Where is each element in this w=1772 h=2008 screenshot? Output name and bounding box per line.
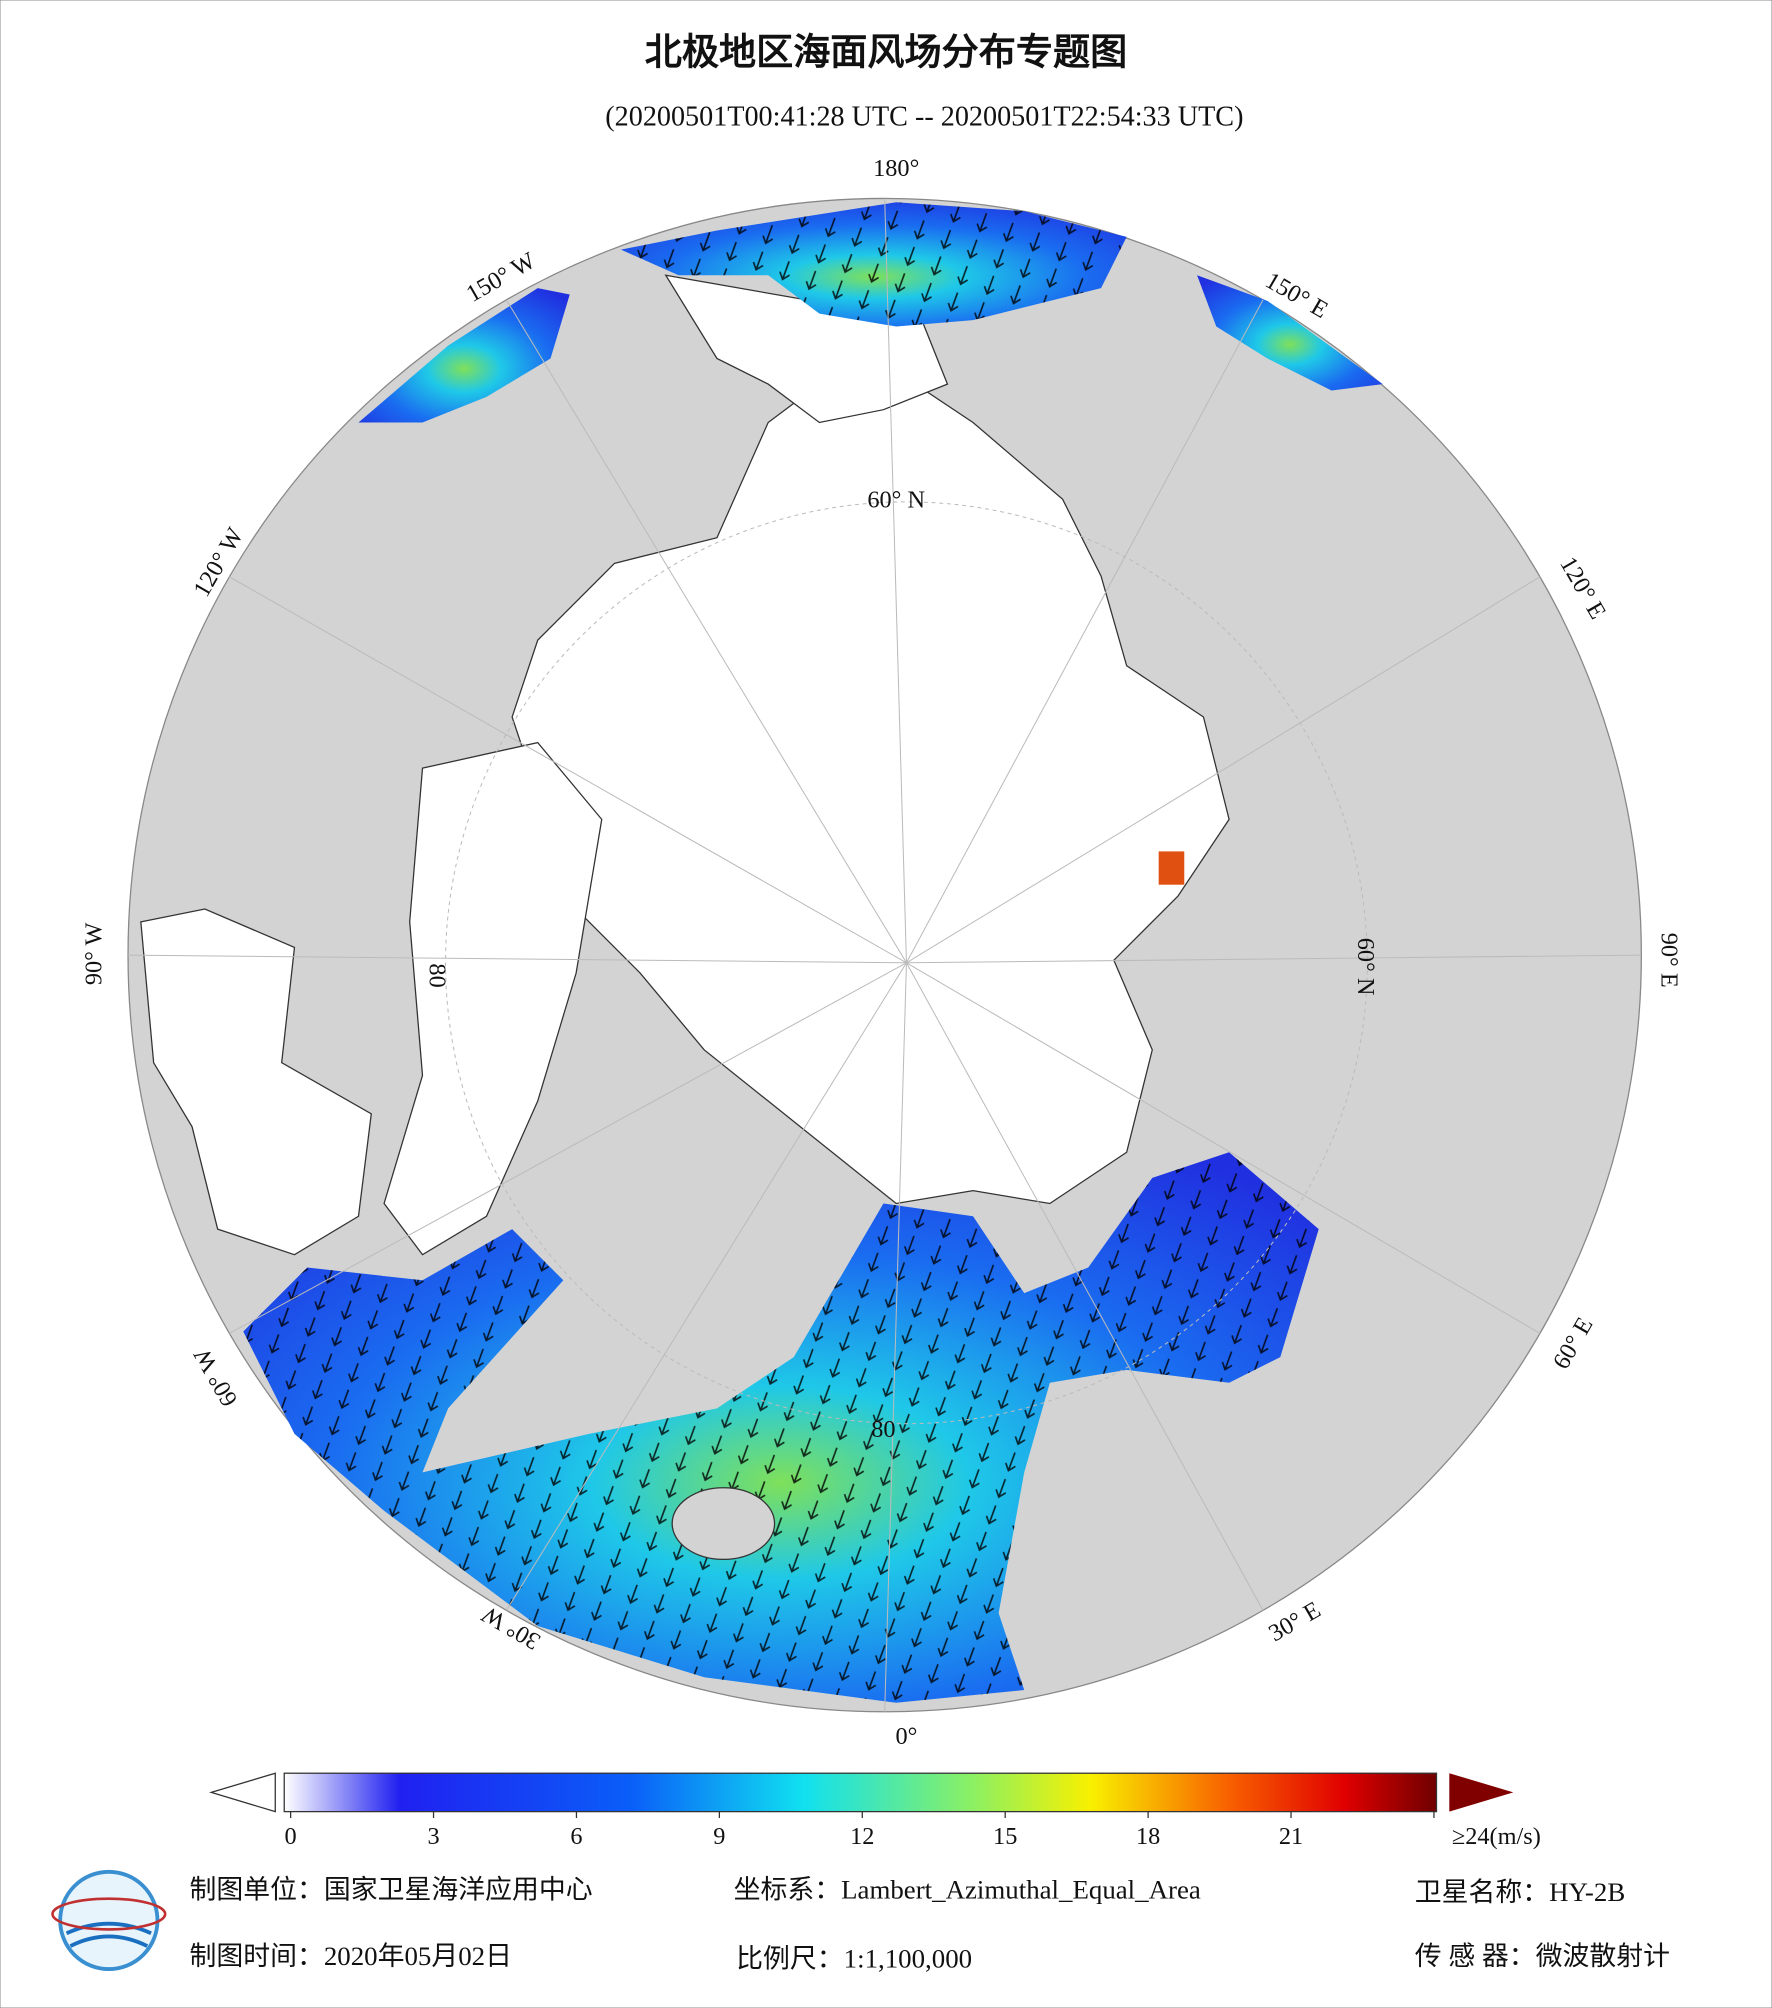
kara-wind: [1158, 851, 1185, 885]
graticule: [128, 198, 1642, 1712]
meridian: [906, 962, 1541, 1334]
meridian: [906, 299, 1264, 964]
footer-unit: 制图单位：国家卫星海洋应用中心: [189, 1874, 592, 1904]
colorbar-under: [209, 1772, 276, 1813]
nw-wind: [358, 288, 570, 423]
meridian: [884, 962, 907, 1712]
footer-sensor: 传 感 器：微波散射计: [1415, 1941, 1670, 1971]
meridian: [128, 954, 907, 964]
footer-crs: 坐标系：Lambert_Azimuthal_Equal_Area: [734, 1874, 1201, 1904]
meridian: [505, 299, 907, 964]
map-group: 北极地区海面风场分布专题图 (20200501T00:41:28 UTC -- …: [51, 30, 1682, 1974]
colorbar-ramp: [283, 1772, 1438, 1813]
colorbar-tick-label: 15: [993, 1823, 1017, 1850]
meridian: [229, 576, 907, 964]
colorbar-over: [1449, 1773, 1514, 1812]
wind-arrows: [243, 202, 1319, 1703]
lat-label: 80: [871, 1416, 895, 1443]
meridian: [505, 962, 907, 1611]
lon-label: 0°: [896, 1723, 918, 1750]
baffin-bay: [383, 741, 603, 1256]
meridian: [906, 954, 1642, 964]
meridian: [906, 576, 1541, 964]
colorbar-tick-label: 0: [285, 1823, 297, 1850]
colorbar-tick-label: 6: [570, 1823, 582, 1850]
ne-wind: [1197, 275, 1383, 391]
colorbar-tick-label: 9: [713, 1823, 725, 1850]
footer-scale: 比例尺：1:1,100,000: [736, 1944, 972, 1974]
meridian: [884, 198, 907, 963]
colorbar-tick-label: ≥24(m/s): [1452, 1823, 1541, 1850]
bering-ice: [664, 274, 949, 424]
lon-label: 90° W: [81, 922, 108, 985]
logo: [51, 1869, 167, 1972]
colorbar-tick-label: 12: [850, 1823, 874, 1850]
iceland: [671, 1487, 776, 1561]
meridian: [229, 962, 907, 1334]
colorbar-tick-label: 21: [1279, 1823, 1303, 1850]
colorbar-tick-label: 18: [1136, 1823, 1160, 1850]
title: 北极地区海面风场分布专题图: [645, 30, 1127, 73]
subtitle: (20200501T00:41:28 UTC -- 20200501T22:54…: [605, 102, 1243, 133]
colorbar-tick-label: 3: [427, 1823, 439, 1850]
lon-label: 180°: [873, 155, 919, 182]
meridian: [906, 962, 1264, 1611]
footer-date: 制图时间：2020年05月02日: [189, 1941, 512, 1971]
lat-label: 60° N: [867, 486, 925, 513]
lat-label: 60° N: [1352, 938, 1379, 996]
lon-label: 90° E: [1655, 933, 1682, 988]
lat-label: 80: [424, 963, 451, 987]
hudson-bay: [140, 908, 372, 1256]
colorbar: 0 3 6 9 12 15 18 21 ≥24(m/s): [209, 1772, 1541, 1850]
footer-satellite: 卫星名称：HY-2B: [1415, 1877, 1626, 1907]
